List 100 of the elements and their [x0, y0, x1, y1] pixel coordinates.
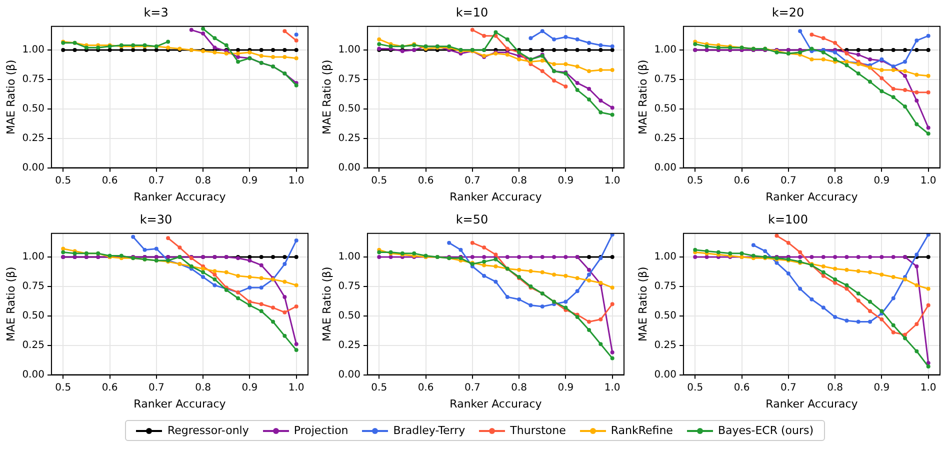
point [575, 48, 580, 52]
point [248, 254, 252, 259]
y-tick-label: 1.00 [654, 252, 676, 263]
point [517, 268, 522, 272]
point [891, 275, 896, 279]
point [248, 50, 252, 54]
point [282, 254, 287, 259]
y-tick-label: 1.00 [338, 44, 360, 56]
point [844, 283, 849, 288]
point [236, 274, 240, 278]
point [926, 303, 930, 308]
point [728, 251, 732, 256]
point [294, 48, 298, 52]
point [494, 280, 498, 284]
legend-label: RankRefine [610, 424, 673, 437]
point [833, 280, 838, 285]
point [517, 57, 522, 62]
y-tick-label: 0.50 [22, 310, 44, 322]
point [868, 270, 872, 274]
point [868, 309, 872, 314]
x-tick-label: 0.5 [371, 175, 388, 186]
point [610, 302, 614, 306]
x-tick-label: 0.8 [511, 175, 528, 186]
legend-label: Bayes-ECR (ours) [718, 424, 814, 437]
point [528, 48, 533, 52]
x-tick-label: 0.6 [102, 175, 118, 186]
x-tick-label: 0.5 [55, 382, 72, 394]
point [517, 254, 522, 259]
y-tick-label: 0.75 [654, 74, 676, 86]
point [248, 286, 252, 290]
point [903, 60, 908, 64]
point [926, 364, 930, 369]
point [716, 250, 720, 254]
point [914, 322, 919, 326]
point [598, 317, 603, 322]
point [131, 234, 136, 239]
y-tick-label: 0.25 [338, 132, 360, 144]
y-tick-label: 0.00 [654, 369, 676, 380]
point [61, 250, 66, 254]
point [212, 277, 217, 282]
x-tick-label: 1.0 [920, 175, 936, 186]
point [108, 48, 112, 52]
point [494, 264, 498, 268]
point [142, 248, 147, 252]
x-tick-label: 0.5 [687, 382, 704, 394]
point [891, 323, 896, 328]
point [517, 54, 522, 58]
point [880, 76, 884, 80]
y-tick-label: 0.75 [338, 74, 360, 86]
point [540, 29, 544, 34]
point [212, 36, 217, 40]
point [505, 295, 510, 300]
point [740, 251, 744, 256]
point [821, 274, 826, 278]
point [751, 243, 756, 248]
point [880, 317, 884, 322]
point [575, 64, 580, 68]
point [259, 286, 264, 290]
point [201, 275, 206, 279]
point [598, 68, 603, 72]
point [880, 254, 884, 259]
x-tick-label: 0.8 [827, 382, 844, 394]
point [377, 37, 382, 42]
point [564, 84, 568, 88]
point [810, 254, 814, 259]
point [248, 258, 252, 262]
point [833, 50, 838, 54]
point [482, 260, 486, 264]
point [494, 30, 498, 34]
point [610, 112, 614, 117]
point [248, 275, 252, 279]
point [821, 306, 826, 310]
point [482, 263, 486, 268]
point [891, 48, 896, 52]
point [833, 57, 838, 62]
point [212, 269, 217, 274]
point [587, 278, 592, 283]
point [903, 104, 908, 109]
y-tick-label: 0.00 [22, 162, 44, 174]
chart-title: k=30 [140, 212, 172, 226]
point [903, 332, 908, 337]
point [810, 297, 814, 302]
point [598, 43, 603, 48]
point [868, 80, 872, 84]
y-axis-title: MAE Ratio (β) [636, 60, 650, 135]
y-tick-label: 0.00 [654, 162, 676, 174]
point [259, 309, 264, 314]
x-tick-label: 0.6 [734, 382, 750, 394]
point [693, 254, 698, 259]
point [587, 320, 592, 324]
point [236, 52, 240, 56]
point [189, 28, 194, 32]
x-tick-label: 0.7 [464, 175, 480, 186]
point [552, 78, 556, 83]
y-tick-label: 0.25 [22, 132, 44, 144]
point [131, 48, 136, 52]
y-tick-label: 0.25 [22, 340, 44, 351]
point [880, 68, 884, 72]
y-tick-label: 0.00 [338, 162, 360, 174]
point [377, 42, 382, 46]
